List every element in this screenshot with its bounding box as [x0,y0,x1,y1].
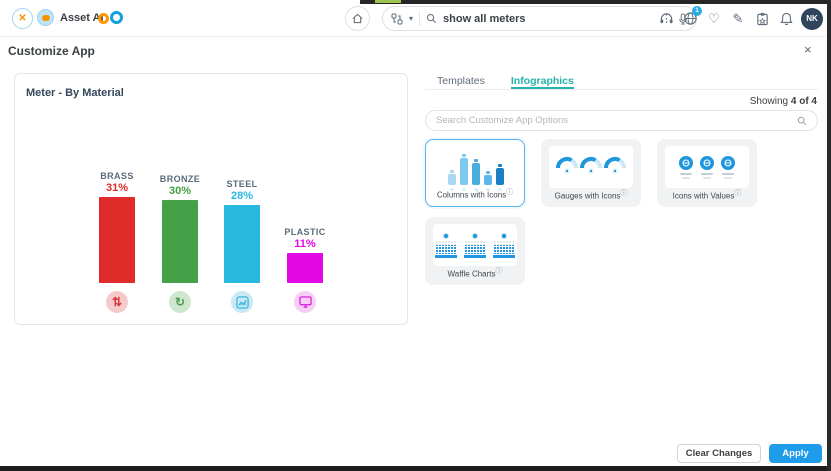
bar [162,200,198,283]
area-chart-icon [231,291,253,313]
chart-title: Meter - By Material [26,87,124,99]
globe-icon[interactable]: 1 [681,5,702,28]
asset-ai-logo-icon [37,9,54,26]
divider [419,11,421,26]
card-label: Columns with Iconsⓘ [436,189,514,200]
search-icon [426,13,437,24]
blue-ring-icon [110,11,123,24]
bar-value: 30% [168,185,192,197]
window-frame-top [360,0,831,4]
window-frame-right [827,0,831,471]
close-icon[interactable]: × [804,42,812,57]
card-label: Gauges with Iconsⓘ [554,190,628,201]
columns-thumbnail-icon [434,147,518,191]
chart-card: Meter - By Material BRASS 31% BRONZE 30%… [14,73,408,325]
info-icon: ⓘ [495,268,503,276]
brand-name: Asset AI [60,11,104,24]
panel-tabs: Templates Infographics [425,75,818,90]
options-search[interactable] [425,110,818,131]
apply-button[interactable]: Apply [769,444,822,463]
info-icon: ⓘ [734,190,742,198]
info-icon: ⓘ [506,189,514,197]
nav-icon-row: 1 ♡ ✎ NK [657,0,823,37]
window-frame-bottom [0,466,831,471]
bar-label: STEEL [226,179,258,189]
tab-infographics[interactable]: Infographics [510,75,574,89]
bar-value: 31% [105,182,129,194]
rotate-arrow-icon: ↻ [169,291,191,313]
bar-label: BRASS [100,171,134,181]
options-search-input[interactable] [436,115,797,126]
option-card-columns-with-icons[interactable]: Columns with Iconsⓘ [425,139,525,207]
chevron-down-icon[interactable]: ▾ [409,14,414,23]
user-avatar[interactable]: NK [801,7,823,30]
bar-value: 28% [230,190,254,202]
tenant-logo-icon[interactable] [98,11,123,24]
bar-value: 11% [294,238,316,250]
clear-changes-button[interactable]: Clear Changes [677,444,761,463]
search-input[interactable] [443,12,655,25]
card-label: Icons with Valuesⓘ [672,190,742,201]
menu-compass-icon[interactable]: ✕ [12,8,33,29]
bar-group-brass: BRASS 31% [99,171,135,283]
gauges-thumbnail-icon [549,146,633,188]
bar-label: PLASTIC [284,227,326,237]
option-card-gauges-with-icons[interactable]: Gauges with Iconsⓘ [541,139,641,207]
notification-badge: 1 [692,5,702,16]
showing-count: Showing 4 of 4 [749,96,817,107]
bar-group-steel: STEEL 28% [224,179,260,283]
home-icon [352,13,363,24]
brand[interactable]: Asset AI [37,9,104,26]
signature-pen-icon[interactable]: ✎ [732,11,744,26]
window-frame-accent [375,0,401,3]
search-icon [797,116,807,126]
option-card-waffle-charts[interactable]: Waffle Chartsⓘ [425,217,525,285]
bar [224,205,260,283]
clipboard-icon[interactable] [753,10,771,28]
monitor-icon [294,291,316,313]
top-nav: ✕ Asset AI ▾ ⋮ [0,0,831,37]
kebab-icon[interactable]: ⋮ [661,13,672,25]
bar-label: BRONZE [159,174,201,184]
bell-icon[interactable] [777,10,795,28]
swap-arrows-icon: ⇅ [106,291,128,313]
option-card-icons-with-values[interactable]: Icons with Valuesⓘ [657,139,757,207]
app-picker-icon[interactable] [391,13,403,25]
card-label: Waffle Chartsⓘ [447,268,503,279]
headset-icon[interactable] [657,10,675,28]
bar [287,253,323,283]
info-icon: ⓘ [620,190,628,198]
waffle-thumbnail-icon [433,224,517,266]
bar-group-bronze: BRONZE 30% [159,174,201,283]
icons-thumbnail-icon [665,146,749,188]
home-button[interactable] [345,6,370,31]
heart-icon[interactable]: ♡ [708,11,720,26]
bar [99,197,135,283]
page-title: Customize App [8,44,95,58]
orange-ring-icon [98,13,109,24]
bar-group-plastic: PLASTIC 11% [284,227,326,283]
global-search-bar[interactable]: ▾ ⋮ [382,6,697,31]
tab-templates[interactable]: Templates [437,75,485,87]
